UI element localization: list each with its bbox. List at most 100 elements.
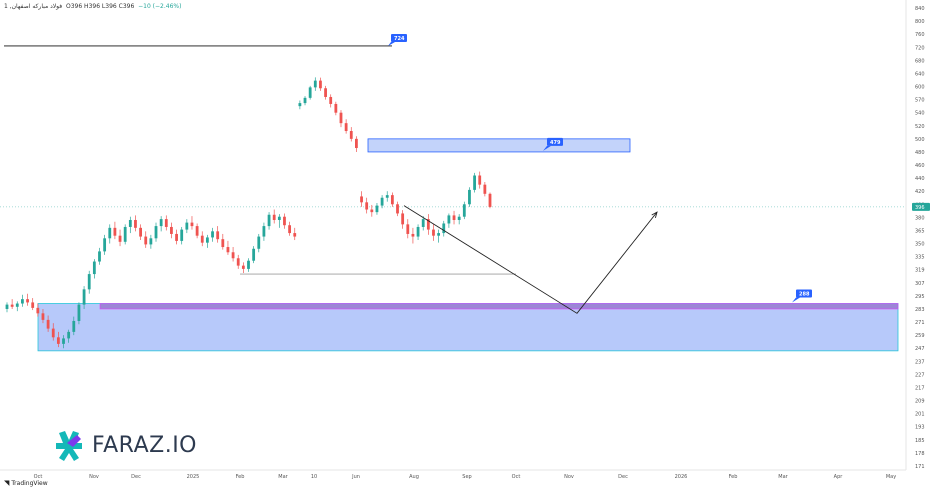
candle-body: [385, 195, 389, 198]
candle-body: [98, 251, 101, 262]
x-tick-label: Feb: [729, 474, 738, 480]
x-tick-label: Mar: [778, 474, 788, 480]
candle-body: [421, 219, 425, 227]
candle-body: [139, 227, 142, 237]
candle-body: [277, 216, 281, 220]
candle-body: [72, 320, 76, 332]
candle-body: [216, 231, 220, 240]
y-tick-label: 720: [915, 45, 925, 51]
candle-body: [92, 261, 96, 275]
current-price-tag: [912, 202, 930, 211]
candle-body: [128, 219, 132, 227]
candle-body: [401, 213, 405, 225]
zone-288-tag: [796, 289, 812, 298]
candle-body: [313, 80, 317, 88]
y-tick-label: 295: [915, 294, 925, 300]
candle-body: [370, 209, 374, 213]
tradingview-logo-icon: ◥: [4, 479, 10, 487]
y-tick-label: 350: [915, 242, 925, 248]
legend-ohlc: O396 H396 L396 C396: [65, 3, 135, 10]
y-tick-label: 500: [915, 137, 925, 143]
candle-body: [303, 97, 307, 104]
candle-body: [211, 231, 214, 238]
zone-479-label: 479: [550, 140, 561, 146]
candle-body: [390, 195, 394, 205]
candle-body: [195, 226, 199, 236]
candle-body: [355, 138, 358, 149]
candle-body: [200, 235, 204, 243]
y-tick-label: 840: [915, 6, 925, 12]
x-tick-label: Oct: [512, 474, 521, 480]
candle-body: [31, 302, 35, 308]
faraz-logo-icon: [56, 431, 82, 461]
y-tick-label: 185: [915, 438, 925, 444]
x-tick-label: Dec: [131, 474, 141, 480]
zone-288-label: 288: [799, 292, 810, 298]
candle-body: [36, 307, 40, 314]
y-tick-label: 193: [915, 425, 925, 431]
candle-body: [432, 229, 435, 236]
y-tick-label: 365: [915, 228, 925, 234]
candle-body: [221, 239, 225, 248]
tradingview-brand[interactable]: ◥ TradingView: [4, 479, 48, 487]
y-tick-label: 570: [915, 98, 925, 104]
candle-body: [442, 223, 446, 234]
projection-arrowhead: [651, 211, 658, 219]
candle-body: [457, 216, 461, 220]
candle-body: [468, 189, 471, 205]
candle-body: [365, 202, 369, 210]
candle-body: [113, 227, 117, 236]
candle-body: [15, 303, 19, 307]
y-tick-label: 283: [915, 307, 925, 313]
y-tick-label: 227: [915, 372, 925, 378]
candle-body: [87, 274, 91, 290]
candle-body: [426, 219, 430, 230]
y-tick-label: 680: [915, 58, 925, 64]
y-tick-label: 440: [915, 176, 925, 182]
y-tick-label: 247: [915, 346, 925, 352]
current-price-label: 396: [915, 205, 925, 211]
candle-body: [231, 252, 235, 259]
candle-body: [26, 299, 29, 303]
candle-body: [154, 226, 158, 239]
candle-body: [149, 238, 153, 245]
demand-zone-top-band: [99, 303, 899, 310]
y-tick-label: 460: [915, 163, 925, 169]
y-tick-label: 480: [915, 150, 925, 156]
y-tick-label: 171: [915, 464, 925, 470]
candle-body: [324, 88, 327, 97]
x-tick-label: 2026: [675, 474, 688, 480]
candle-body: [293, 233, 297, 237]
candle-body: [308, 87, 312, 98]
candle-body: [437, 233, 441, 236]
candle-body: [416, 226, 420, 237]
candle-body: [252, 248, 256, 261]
candle-body: [462, 204, 466, 217]
candle-body: [21, 299, 24, 304]
candle-body: [236, 258, 240, 266]
x-tick-label: Apr: [834, 474, 844, 480]
zone-479-pointer: [543, 145, 551, 151]
candle-body: [329, 96, 333, 104]
zone-288-pointer: [792, 297, 800, 303]
x-tick-label: Jun: [351, 474, 360, 480]
y-tick-label: 237: [915, 359, 925, 365]
y-tick-label: 520: [915, 124, 925, 130]
x-tick-label: May: [886, 474, 896, 480]
x-tick-label: Nov: [564, 474, 574, 480]
resistance-724-label: 724: [394, 36, 405, 42]
candle-body: [82, 289, 86, 305]
candle-body: [473, 175, 476, 190]
candle-body: [123, 226, 127, 242]
candle-body: [170, 226, 173, 234]
projection-path: [403, 205, 658, 314]
candle-body: [175, 233, 178, 241]
candle-body: [406, 224, 410, 234]
y-tick-label: 209: [915, 399, 925, 405]
candle-body: [478, 175, 482, 185]
candle-body: [118, 235, 122, 242]
candle-body: [298, 103, 302, 107]
y-tick-label: 217: [915, 385, 925, 391]
